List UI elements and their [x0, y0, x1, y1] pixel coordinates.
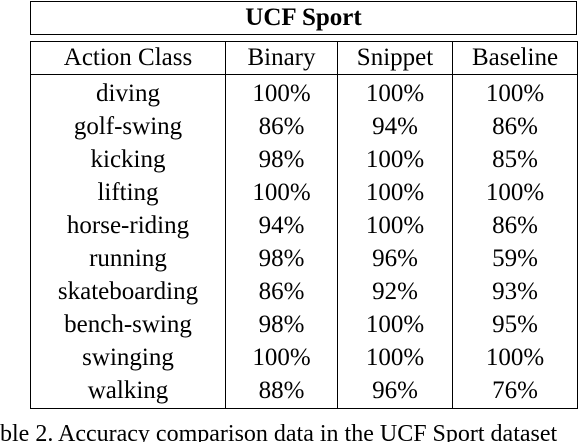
baseline-cell: 93%: [452, 275, 578, 308]
snippet-cell: 100%: [337, 308, 453, 341]
table-row: bench-swing 98% 100% 95%: [30, 308, 578, 341]
snippet-cell: 96%: [337, 242, 453, 275]
snippet-cell: 96%: [337, 374, 453, 409]
binary-cell: 86%: [225, 275, 338, 308]
header-baseline: Baseline: [452, 41, 578, 75]
header-action-class: Action Class: [30, 41, 226, 75]
action-class-cell: walking: [30, 374, 226, 409]
header-binary: Binary: [225, 41, 338, 75]
caption-text: ble 2. Accuracy comparison data in the U…: [0, 424, 558, 442]
results-table: Action Class Binary Snippet Baseline div…: [30, 41, 578, 409]
action-class-cell: lifting: [30, 176, 226, 209]
binary-cell: 100%: [225, 341, 338, 374]
table-caption: ble 2. Accuracy comparison data in the U…: [0, 424, 580, 442]
snippet-cell: 94%: [337, 110, 453, 143]
baseline-cell: 100%: [452, 74, 578, 110]
binary-cell: 94%: [225, 209, 338, 242]
snippet-cell: 100%: [337, 143, 453, 176]
table-title: UCF Sport: [30, 1, 577, 35]
table-row: diving 100% 100% 100%: [30, 74, 578, 110]
action-class-cell: golf-swing: [30, 110, 226, 143]
action-class-cell: kicking: [30, 143, 226, 176]
table-row: swinging 100% 100% 100%: [30, 341, 578, 374]
action-class-cell: skateboarding: [30, 275, 226, 308]
table-row: horse-riding 94% 100% 86%: [30, 209, 578, 242]
header-snippet: Snippet: [337, 41, 453, 75]
snippet-cell: 100%: [337, 74, 453, 110]
binary-cell: 98%: [225, 308, 338, 341]
baseline-cell: 76%: [452, 374, 578, 409]
table-row: golf-swing 86% 94% 86%: [30, 110, 578, 143]
snippet-cell: 100%: [337, 341, 453, 374]
header-row: Action Class Binary Snippet Baseline: [30, 41, 578, 75]
action-class-cell: swinging: [30, 341, 226, 374]
table-row: lifting 100% 100% 100%: [30, 176, 578, 209]
snippet-cell: 100%: [337, 176, 453, 209]
baseline-cell: 59%: [452, 242, 578, 275]
table-row: walking 88% 96% 76%: [30, 374, 578, 409]
baseline-cell: 100%: [452, 176, 578, 209]
binary-cell: 88%: [225, 374, 338, 409]
table-row: skateboarding 86% 92% 93%: [30, 275, 578, 308]
binary-cell: 86%: [225, 110, 338, 143]
baseline-cell: 100%: [452, 341, 578, 374]
table-row: running 98% 96% 59%: [30, 242, 578, 275]
baseline-cell: 86%: [452, 110, 578, 143]
baseline-cell: 86%: [452, 209, 578, 242]
baseline-cell: 85%: [452, 143, 578, 176]
action-class-cell: diving: [30, 74, 226, 110]
table-row: kicking 98% 100% 85%: [30, 143, 578, 176]
binary-cell: 98%: [225, 143, 338, 176]
snippet-cell: 92%: [337, 275, 453, 308]
action-class-cell: horse-riding: [30, 209, 226, 242]
binary-cell: 100%: [225, 74, 338, 110]
action-class-cell: bench-swing: [30, 308, 226, 341]
baseline-cell: 95%: [452, 308, 578, 341]
snippet-cell: 100%: [337, 209, 453, 242]
binary-cell: 98%: [225, 242, 338, 275]
action-class-cell: running: [30, 242, 226, 275]
binary-cell: 100%: [225, 176, 338, 209]
